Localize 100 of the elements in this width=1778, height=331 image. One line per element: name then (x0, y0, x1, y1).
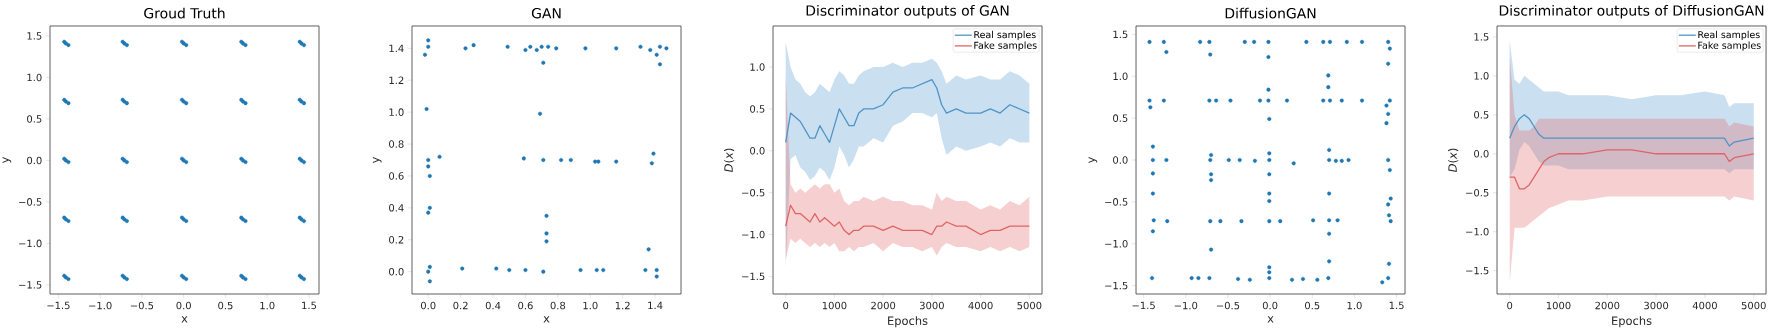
y-tick-label: 1.0 (750, 63, 765, 71)
x-tick-label: 0.4 (485, 301, 501, 310)
chart-title: DiffusionGAN (1225, 7, 1316, 19)
y-tick-label: −1.5 (742, 272, 765, 281)
legend-label: Real samples (1698, 30, 1760, 41)
y-axis-title: y (372, 156, 382, 164)
point (541, 60, 546, 65)
point (657, 62, 662, 67)
y-tick-label: 1.0 (27, 73, 42, 82)
x-axis-title: Epochs (888, 316, 928, 328)
y-tick-label: −0.5 (1105, 198, 1128, 206)
point (578, 268, 583, 273)
y-tick-label: 1.5 (1113, 30, 1128, 39)
point (534, 47, 539, 52)
y-tick-label: 0.5 (1113, 114, 1128, 122)
point (427, 173, 432, 178)
x-tick-label: 0.5 (1305, 301, 1320, 310)
point (593, 159, 598, 164)
point (601, 268, 606, 273)
chart-title: Discriminator outputs of DiffusionGAN (1499, 5, 1764, 19)
point (544, 213, 549, 218)
x-tick-label: −1.0 (89, 301, 112, 310)
point (427, 264, 432, 269)
y-tick-label: −0.5 (1466, 188, 1489, 197)
y-tick-label: 1.2 (389, 76, 404, 84)
x-tick-label: 0.8 (550, 301, 566, 310)
y-tick-label: 0.6 (389, 172, 404, 180)
y-tick-label: 0.5 (27, 115, 42, 123)
point (523, 47, 528, 52)
x-tick-label: 0.0 (420, 301, 436, 310)
x-tick-label: 3000 (1644, 301, 1669, 310)
point (583, 46, 588, 51)
chart-title: Groud Truth (144, 7, 225, 19)
y-tick-label: −1.0 (742, 230, 765, 239)
point (426, 210, 431, 215)
x-tick-label: 4000 (1692, 301, 1717, 310)
point (559, 158, 564, 162)
x-tick-label: 1.2 (615, 301, 630, 310)
point (427, 279, 432, 284)
y-tick-label: 1.0 (1113, 72, 1128, 81)
y-tick-label: −0.5 (19, 198, 42, 206)
point (507, 268, 512, 273)
point (568, 158, 573, 162)
chart-title: GAN (531, 7, 561, 19)
point (541, 158, 546, 162)
x-tick-label: 1000 (1546, 301, 1571, 310)
point (426, 158, 431, 162)
point (643, 268, 648, 273)
point (539, 44, 544, 49)
x-tick-label: 4000 (968, 301, 993, 310)
x-tick-label: 1.0 (1347, 301, 1362, 310)
point (427, 205, 432, 210)
y-tick-label: 1.5 (27, 32, 42, 40)
point (426, 164, 431, 169)
y-tick-label: 0.2 (389, 235, 404, 244)
point (505, 44, 510, 49)
y-tick-label: 1.5 (1474, 33, 1489, 41)
point (528, 44, 533, 49)
point (521, 156, 526, 161)
point (437, 154, 442, 159)
x-tick-label: 1.4 (648, 301, 663, 310)
point (523, 268, 528, 273)
point (538, 111, 543, 116)
y-tick-label: 0.0 (1113, 156, 1128, 164)
point (638, 44, 643, 49)
legend-label: Fake samples (1698, 41, 1761, 51)
point (426, 44, 431, 49)
x-tick-label: 1.5 (1389, 301, 1404, 310)
x-tick-label: 0 (1507, 301, 1513, 310)
point (594, 268, 599, 273)
point (494, 266, 499, 271)
x-tick-label: −1.5 (1132, 301, 1155, 310)
point (554, 46, 559, 51)
point (614, 159, 619, 164)
x-tick-label: 2000 (871, 301, 896, 310)
y-tick-label: 0.0 (27, 156, 42, 165)
x-axis-title: x (543, 316, 550, 323)
point (424, 106, 429, 111)
point (654, 274, 659, 279)
x-tick-label: 1000 (822, 301, 847, 310)
y-tick-label: −1.0 (1466, 227, 1489, 236)
y-tick-label: −1.0 (19, 239, 42, 248)
x-tick-label: 0.0 (1262, 301, 1278, 310)
y-tick-label: 0.5 (1474, 111, 1489, 119)
point (544, 231, 549, 236)
x-tick-label: 3000 (919, 301, 944, 310)
chart-title: Discriminator outputs of GAN (806, 5, 1009, 19)
y-tick-label: 0.0 (750, 147, 765, 155)
y-tick-label: 1.4 (389, 44, 404, 52)
x-tick-label: 1.5 (302, 301, 317, 310)
x-tick-label: 2000 (1595, 301, 1620, 310)
point (541, 269, 546, 274)
x-tick-label: 0.6 (518, 301, 533, 310)
point (471, 43, 476, 48)
point (664, 46, 669, 51)
y-tick-label: 0.4 (389, 204, 404, 212)
y-tick-label: −1.5 (19, 281, 42, 289)
y-axis-title: y (2, 156, 12, 164)
y-tick-label: 1.0 (1474, 72, 1489, 80)
point (546, 44, 551, 49)
